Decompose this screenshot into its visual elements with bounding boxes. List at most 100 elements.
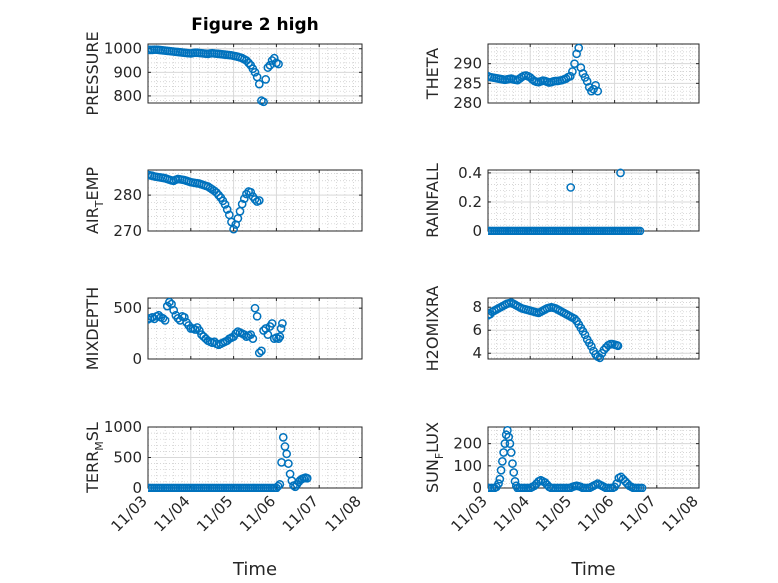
y-tick-label: 0.4 bbox=[458, 164, 482, 182]
data-point bbox=[220, 200, 230, 209]
y-tick-label: 100 bbox=[453, 457, 482, 475]
y-tick-label: 290 bbox=[453, 55, 482, 73]
plot-area bbox=[147, 297, 363, 360]
y-tick-label: 0 bbox=[132, 350, 142, 368]
data-point bbox=[148, 483, 153, 492]
y-tick-label: 200 bbox=[453, 435, 482, 453]
data-point bbox=[252, 311, 262, 321]
subplot-5: 0 500 MIXDEPTH bbox=[83, 287, 363, 370]
data-point bbox=[244, 58, 253, 68]
data-point bbox=[212, 188, 221, 197]
data-point bbox=[505, 439, 515, 448]
data-point bbox=[246, 187, 256, 197]
data-point bbox=[570, 314, 579, 324]
data-point bbox=[494, 479, 503, 488]
data-point bbox=[580, 330, 590, 340]
y-axis-label: PRESSURE bbox=[83, 31, 102, 115]
y-axis-label: TERRMSL bbox=[83, 422, 106, 494]
y-tick-label: 800 bbox=[113, 87, 142, 105]
data-point bbox=[284, 459, 293, 468]
data-point bbox=[259, 97, 268, 107]
data-point bbox=[214, 190, 223, 200]
data-point bbox=[501, 430, 511, 440]
x-axis-label: Time bbox=[232, 559, 277, 580]
data-point bbox=[148, 45, 153, 55]
y-tick-label: 8 bbox=[472, 298, 482, 316]
data-point bbox=[269, 53, 279, 63]
data-point bbox=[267, 319, 277, 328]
data-point bbox=[261, 75, 271, 84]
x-tick-label: 11/05 bbox=[193, 492, 236, 535]
x-tick-label: 11/06 bbox=[574, 492, 617, 535]
series-markers bbox=[148, 45, 283, 107]
y-axis-label: MIXDEPTH bbox=[83, 287, 102, 370]
x-tick-label: 11/08 bbox=[659, 492, 702, 535]
y-tick-label: 0.2 bbox=[458, 193, 482, 211]
y-axis-label: H2OMIXRA bbox=[423, 286, 442, 372]
y-axis-label: AIRTEMP bbox=[83, 167, 106, 234]
data-point bbox=[165, 297, 174, 307]
data-point bbox=[497, 457, 507, 466]
data-point bbox=[635, 226, 645, 235]
data-point bbox=[506, 448, 516, 457]
y-tick-label: 280 bbox=[113, 186, 142, 204]
subplot-7: 0 500 1000 11/03 11/04 11/05 11/06 11/07 11/08 TE… bbox=[83, 418, 365, 580]
series-markers bbox=[148, 433, 312, 492]
series-markers bbox=[148, 170, 264, 234]
data-point bbox=[273, 481, 283, 491]
x-tick-label: 11/03 bbox=[108, 492, 151, 535]
data-point bbox=[275, 332, 285, 341]
data-point bbox=[263, 330, 273, 339]
data-point bbox=[160, 316, 170, 325]
data-point bbox=[239, 194, 249, 204]
y-axis-label: SUNFLUX bbox=[423, 422, 446, 493]
data-point bbox=[495, 474, 505, 484]
data-point bbox=[180, 312, 189, 322]
x-tick-label: 11/06 bbox=[236, 492, 279, 535]
data-point bbox=[242, 56, 251, 65]
y-tick-label: 280 bbox=[453, 94, 482, 112]
data-point bbox=[239, 330, 249, 339]
data-point bbox=[565, 71, 575, 81]
y-tick-label: 4 bbox=[472, 344, 482, 362]
data-point bbox=[250, 303, 260, 313]
data-point bbox=[561, 74, 571, 83]
data-point bbox=[222, 205, 232, 214]
data-point bbox=[237, 199, 247, 209]
data-point bbox=[613, 341, 623, 351]
data-point bbox=[488, 226, 493, 235]
data-point bbox=[274, 59, 283, 69]
x-tick-label: 11/04 bbox=[490, 492, 533, 535]
y-axis-label: THETA bbox=[423, 48, 442, 100]
data-point bbox=[278, 319, 287, 328]
x-tick-label: 11/08 bbox=[322, 492, 365, 535]
y-tick-label: 500 bbox=[113, 449, 142, 467]
y-tick-label: 285 bbox=[453, 74, 482, 92]
series-markers bbox=[148, 297, 287, 358]
subplot-3: 270 280 AIRTEMP bbox=[83, 167, 363, 240]
series-markers bbox=[488, 298, 623, 363]
data-point bbox=[587, 86, 596, 96]
y-tick-label: 0 bbox=[472, 479, 482, 497]
axes-frame bbox=[147, 297, 363, 360]
subplot-6: 4 6 8 H2OMIXRA bbox=[423, 286, 700, 372]
y-tick-label: 500 bbox=[113, 299, 142, 317]
chart-title: Figure 2 high bbox=[191, 15, 319, 35]
data-point bbox=[509, 468, 519, 477]
data-point bbox=[254, 196, 264, 205]
axes-frame bbox=[147, 43, 363, 104]
y-tick-label: 270 bbox=[113, 222, 142, 240]
data-point bbox=[231, 329, 241, 338]
y-tick-label: 0 bbox=[472, 222, 482, 240]
data-point bbox=[250, 67, 260, 77]
data-point bbox=[496, 465, 506, 475]
y-tick-label: 1000 bbox=[104, 40, 142, 58]
data-point bbox=[276, 324, 286, 333]
data-point bbox=[169, 305, 179, 315]
data-point bbox=[250, 195, 260, 204]
plot-area bbox=[487, 169, 700, 232]
axes-frame bbox=[147, 169, 363, 232]
